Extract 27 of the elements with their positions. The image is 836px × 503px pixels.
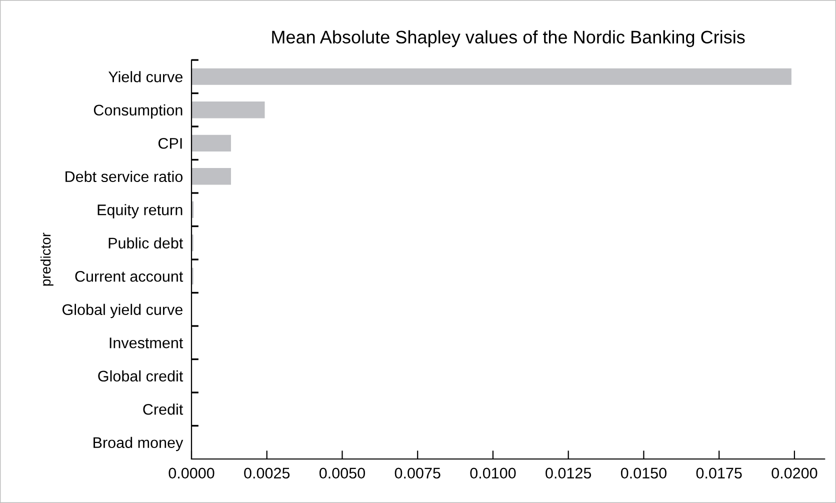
- y-tick-label: Public debt: [108, 237, 184, 249]
- y-tick-label: Debt service ratio: [66, 170, 183, 182]
- x-tick-label: 0.0175: [696, 468, 742, 479]
- bar: [192, 102, 265, 118]
- bar: [192, 168, 231, 185]
- x-tick-label: 0.0125: [546, 468, 592, 479]
- y-tick-label: CPI: [158, 138, 182, 149]
- x-tick-label: 0.0100: [470, 468, 516, 479]
- chart-title: Mean Absolute Shapley values of the Nordic Banking Crisis: [272, 30, 745, 48]
- y-axis-title: predictor: [40, 232, 54, 286]
- bar: [192, 68, 792, 85]
- x-tick-label: 0.0025: [244, 468, 290, 479]
- y-tick-label: Current account: [75, 270, 184, 282]
- x-tick-label: 0.0050: [319, 468, 366, 479]
- y-tick-label: Global yield curve: [62, 304, 182, 318]
- y-tick-label: Yield curve: [108, 71, 182, 82]
- y-tick-label: Credit: [143, 404, 184, 415]
- y-tick-label: Global credit: [98, 370, 184, 382]
- y-tick-label: Consumption: [94, 104, 182, 119]
- y-tick-label: Equity return: [98, 204, 182, 218]
- x-tick-label: 0.0075: [394, 468, 440, 479]
- x-tick-label: 0.0150: [620, 468, 666, 479]
- bar: [192, 134, 231, 152]
- y-tick-label: Broad money: [94, 436, 184, 452]
- y-tick-label: Investment: [110, 338, 184, 348]
- x-tick-label: 0.0200: [772, 468, 818, 479]
- x-tick-label: 0.0000: [168, 468, 214, 479]
